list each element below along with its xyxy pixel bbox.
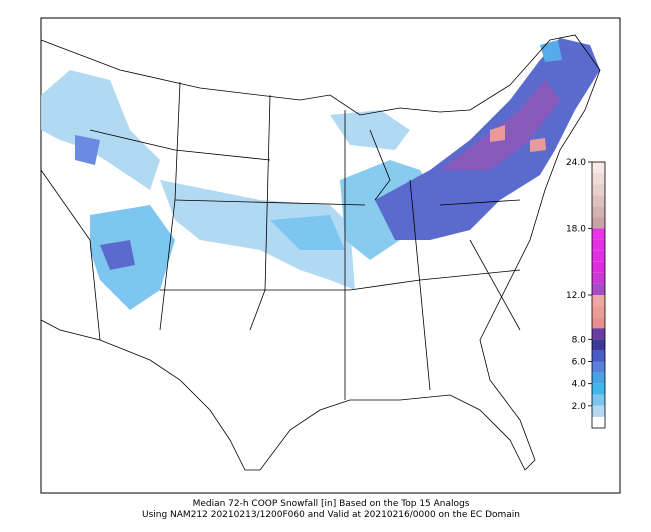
colorbar-band — [592, 328, 605, 340]
snow-area — [440, 80, 560, 170]
colorbar-band — [592, 195, 605, 207]
snow-area — [75, 135, 100, 165]
colorbar-band — [592, 416, 605, 428]
snow-area — [100, 240, 135, 270]
colorbar-band — [592, 306, 605, 318]
colorbar-band — [592, 372, 605, 384]
colorbar-band — [592, 283, 605, 295]
colorbar-band — [592, 405, 605, 417]
colorbar-band — [592, 339, 605, 351]
colorbar-tick-label: 6.0 — [572, 358, 587, 368]
snow-area — [530, 138, 546, 152]
colorbar-band — [592, 383, 605, 395]
colorbar-band — [592, 184, 605, 196]
colorbar-band — [592, 162, 605, 174]
colorbar-band — [592, 361, 605, 373]
colorbar: 2.0 4.0 6.0 8.0 12.0 18.0 24.0 — [566, 158, 606, 429]
colorbar-band — [592, 217, 605, 229]
snow-area — [270, 215, 345, 250]
state-borders — [40, 81, 521, 400]
colorbar-band — [592, 261, 605, 273]
snow-area — [41, 70, 160, 190]
caption: Using NAM212 20210213/1200F060 and Valid… — [142, 510, 520, 520]
colorbar-band — [592, 239, 605, 251]
snow-area — [160, 180, 355, 290]
colorbar-band — [592, 394, 605, 406]
colorbar-tick-label: 2.0 — [572, 402, 587, 412]
colorbar-band — [592, 272, 605, 284]
colorbar-tick-label: 12.0 — [566, 291, 586, 301]
colorbar-band — [592, 317, 605, 329]
colorbar-band — [592, 228, 605, 240]
colorbar-tick-label: 18.0 — [566, 225, 586, 235]
snow-patches — [41, 38, 600, 310]
map — [40, 17, 621, 494]
snow-area — [490, 125, 505, 142]
colorbar-tick-label: 4.0 — [572, 380, 587, 390]
colorbar-band — [592, 173, 605, 185]
colorbar-band — [592, 250, 605, 262]
colorbar-band — [592, 295, 605, 307]
coastline — [40, 34, 601, 471]
colorbar-tick-label: 24.0 — [566, 158, 586, 168]
colorbar-band — [592, 206, 605, 218]
caption: Median 72-h COOP Snowfall [in] Based on … — [193, 499, 470, 509]
colorbar-band — [592, 350, 605, 362]
colorbar-tick-label: 8.0 — [572, 335, 587, 345]
